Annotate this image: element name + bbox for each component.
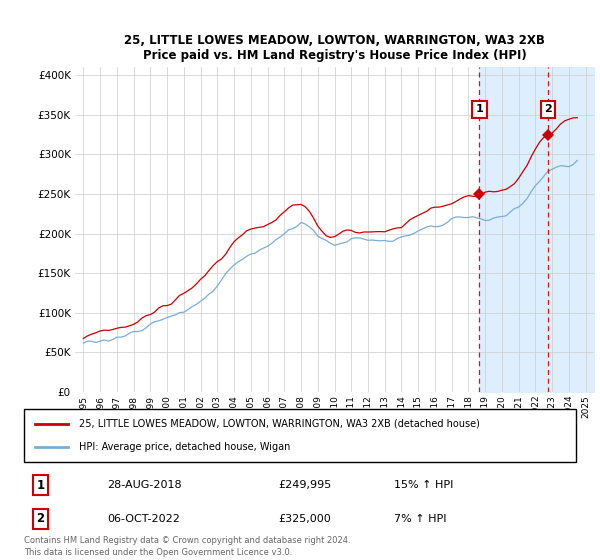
Text: £249,995: £249,995 [278,480,331,490]
Text: HPI: Average price, detached house, Wigan: HPI: Average price, detached house, Wiga… [79,442,290,452]
FancyBboxPatch shape [24,409,576,462]
Text: 2: 2 [37,512,44,525]
Text: £325,000: £325,000 [278,514,331,524]
Text: Contains HM Land Registry data © Crown copyright and database right 2024.
This d: Contains HM Land Registry data © Crown c… [24,536,350,557]
Text: 28-AUG-2018: 28-AUG-2018 [107,480,181,490]
Text: 1: 1 [37,479,44,492]
Text: 7% ↑ HPI: 7% ↑ HPI [394,514,446,524]
Text: 06-OCT-2022: 06-OCT-2022 [107,514,179,524]
Text: 25, LITTLE LOWES MEADOW, LOWTON, WARRINGTON, WA3 2XB (detached house): 25, LITTLE LOWES MEADOW, LOWTON, WARRING… [79,419,480,429]
Title: 25, LITTLE LOWES MEADOW, LOWTON, WARRINGTON, WA3 2XB
Price paid vs. HM Land Regi: 25, LITTLE LOWES MEADOW, LOWTON, WARRING… [124,34,545,62]
Text: 1: 1 [475,104,483,114]
Text: 15% ↑ HPI: 15% ↑ HPI [394,480,453,490]
Text: 2: 2 [544,104,552,114]
